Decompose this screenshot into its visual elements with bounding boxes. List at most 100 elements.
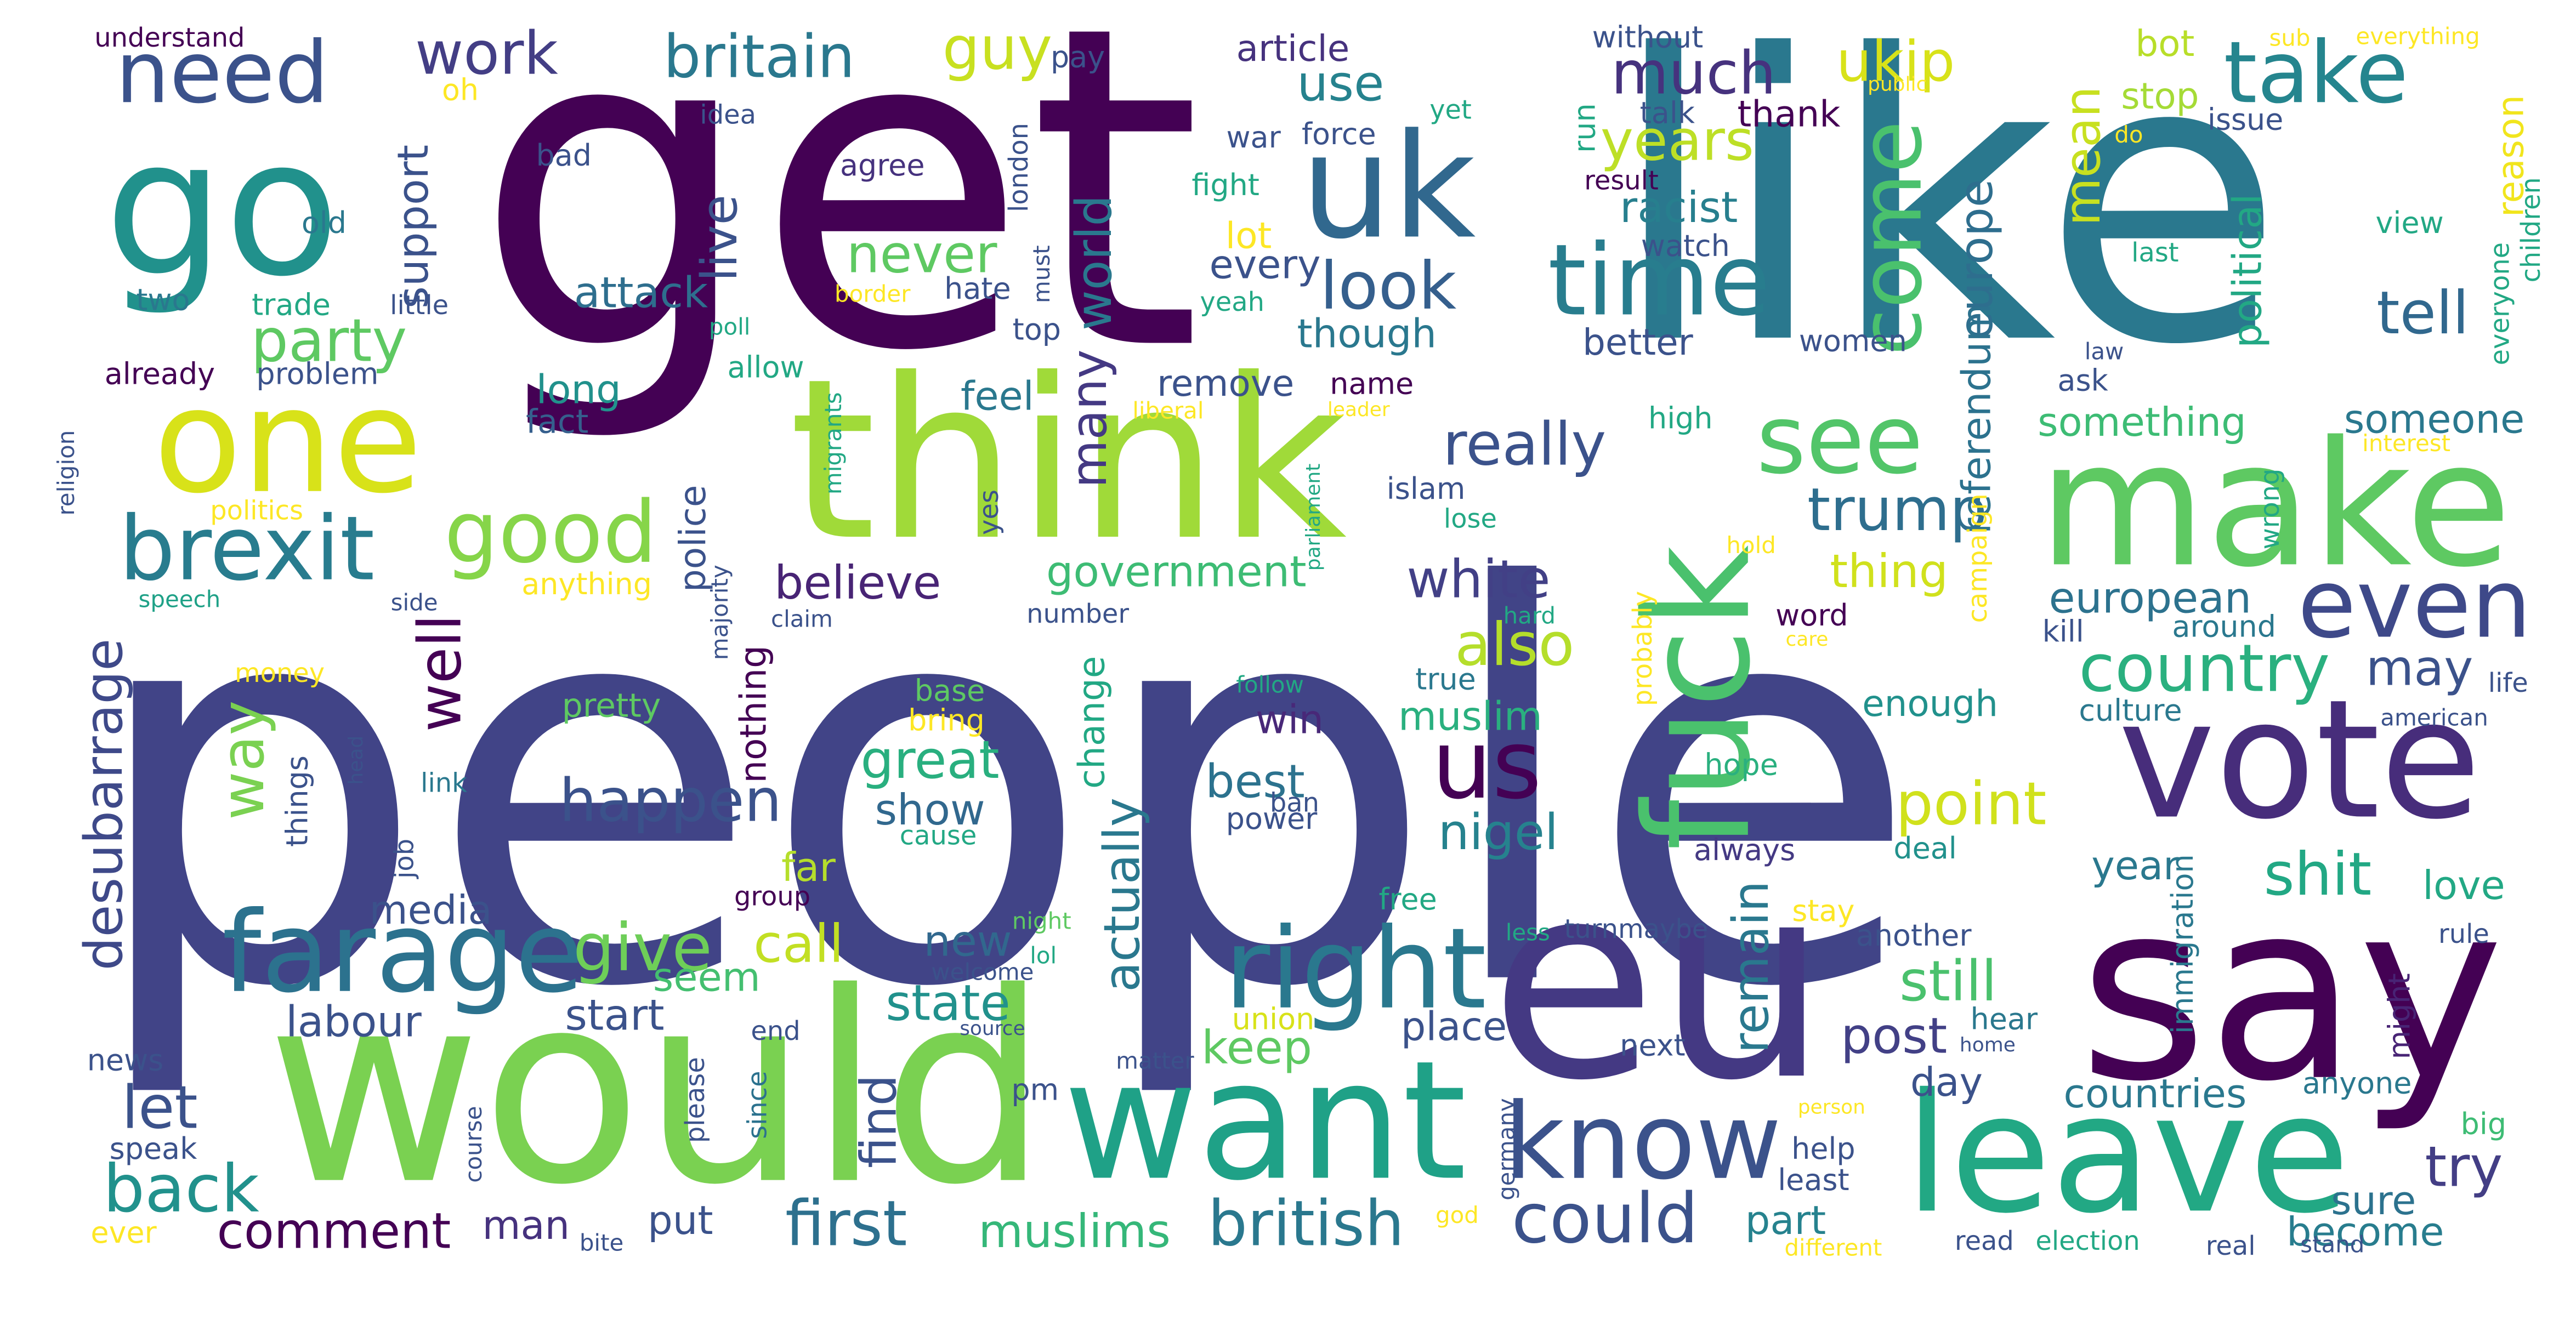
word-already: already xyxy=(105,357,215,391)
word-feel: feel xyxy=(961,373,1034,419)
word-still: still xyxy=(1899,949,1997,1014)
word-go: go xyxy=(105,99,340,318)
word-border: border xyxy=(835,281,911,308)
word-leader: leader xyxy=(1327,399,1390,421)
word-stay: stay xyxy=(1792,894,1854,928)
word-vote: vote xyxy=(2118,664,2481,856)
word-big: big xyxy=(2461,1107,2506,1141)
word-make: make xyxy=(2038,405,2511,605)
word-stop: stop xyxy=(2121,75,2199,117)
word-give: give xyxy=(573,910,712,986)
word-without: without xyxy=(1592,20,1704,55)
word-person: person xyxy=(1798,1096,1865,1119)
word-free: free xyxy=(1378,882,1437,917)
word-police: police xyxy=(672,485,714,592)
word-pm: pm xyxy=(1011,1072,1059,1107)
word-europe: europe xyxy=(1949,179,2003,340)
word-trump: trump xyxy=(1807,476,1987,544)
word-try: try xyxy=(2425,1134,2503,1199)
word-always: always xyxy=(1694,833,1795,867)
word-old: old xyxy=(302,206,347,240)
word-use: use xyxy=(1297,55,1384,112)
word-remove: remove xyxy=(1157,362,1294,405)
word-bad: bad xyxy=(536,138,591,173)
word-power: power xyxy=(1226,801,1318,836)
word-pay: pay xyxy=(1051,39,1105,74)
word-head: head xyxy=(345,736,367,785)
word-law: law xyxy=(2085,338,2124,365)
word-public: public xyxy=(1868,73,1927,96)
word-reason: reason xyxy=(2489,95,2532,217)
word-money: money xyxy=(235,658,325,689)
word-though: though xyxy=(1297,311,1437,357)
word-ever: ever xyxy=(90,1215,157,1250)
word-let: let xyxy=(122,1073,198,1142)
word-pretty: pretty xyxy=(562,686,661,725)
word-bot: bot xyxy=(2135,22,2194,65)
word-agree: agree xyxy=(840,148,925,183)
word-keep: keep xyxy=(1201,1021,1312,1074)
word-turnmaybe: turnmaybe xyxy=(1564,914,1709,945)
word-lose: lose xyxy=(1444,504,1497,534)
word-actually: actually xyxy=(1094,798,1151,992)
word-want: want xyxy=(1063,1025,1467,1216)
word-fight: fight xyxy=(1191,168,1259,202)
word-war: war xyxy=(1226,120,1281,155)
word-far: far xyxy=(781,844,836,890)
word-shit: shit xyxy=(2264,840,2372,909)
word-start: start xyxy=(565,991,664,1040)
word-run: run xyxy=(1568,103,1602,153)
word-rule: rule xyxy=(2438,919,2489,949)
word-campaign: campaign xyxy=(1963,493,1993,623)
word-work: work xyxy=(415,20,558,88)
word-news: news xyxy=(87,1043,164,1077)
word-enough: enough xyxy=(1862,682,1998,725)
word-yes: yes xyxy=(974,490,1005,535)
word-every: every xyxy=(1210,242,1321,288)
word-problem: problem xyxy=(256,357,378,391)
word-believe: believe xyxy=(774,556,941,610)
word-yet: yet xyxy=(1429,95,1472,126)
word-us: us xyxy=(1432,709,1542,820)
word-live: live xyxy=(691,195,748,281)
word-hope: hope xyxy=(1704,747,1778,782)
word-long: long xyxy=(536,366,621,412)
word-welcome: welcome xyxy=(931,959,1034,986)
word-call: call xyxy=(753,913,844,974)
word-change: change xyxy=(1071,656,1113,789)
word-nigel: nigel xyxy=(1438,804,1558,861)
word-never: never xyxy=(847,224,997,285)
word-immigration: immigration xyxy=(2165,854,2200,1034)
word-man: man xyxy=(482,1202,570,1248)
word-take: take xyxy=(2223,22,2408,122)
word-need: need xyxy=(116,22,329,122)
word-could: could xyxy=(1512,1178,1699,1259)
word-come: come xyxy=(1841,121,1941,355)
word-follow: follow xyxy=(1236,671,1304,698)
word-muslim: muslim xyxy=(1398,693,1542,739)
word-matter: matter xyxy=(1116,1047,1194,1074)
word-first: first xyxy=(785,1187,907,1260)
word-talk: talk xyxy=(1640,95,1695,130)
word-show: show xyxy=(875,786,985,835)
word-win: win xyxy=(1256,696,1324,742)
word-allow: allow xyxy=(728,350,804,385)
word-post: post xyxy=(1841,1008,1947,1065)
word-base: base xyxy=(915,674,985,708)
word-interest: interest xyxy=(2362,430,2450,457)
word-hate: hate xyxy=(944,271,1011,306)
word-bring: bring xyxy=(908,703,985,737)
word-people: people xyxy=(84,475,1921,1106)
word-uk: uk xyxy=(1301,103,1476,271)
word-world: world xyxy=(1066,195,1123,331)
word-love: love xyxy=(2422,862,2505,908)
word-watch: watch xyxy=(1641,229,1730,263)
word-course: course xyxy=(460,1106,487,1182)
word-even: even xyxy=(2297,549,2532,659)
word-source: source xyxy=(960,1017,1025,1040)
word-home: home xyxy=(1960,1034,2016,1056)
word-eu: eu xyxy=(1490,824,1828,1140)
word-night: night xyxy=(1012,908,1071,935)
word-hold: hold xyxy=(1726,532,1775,559)
